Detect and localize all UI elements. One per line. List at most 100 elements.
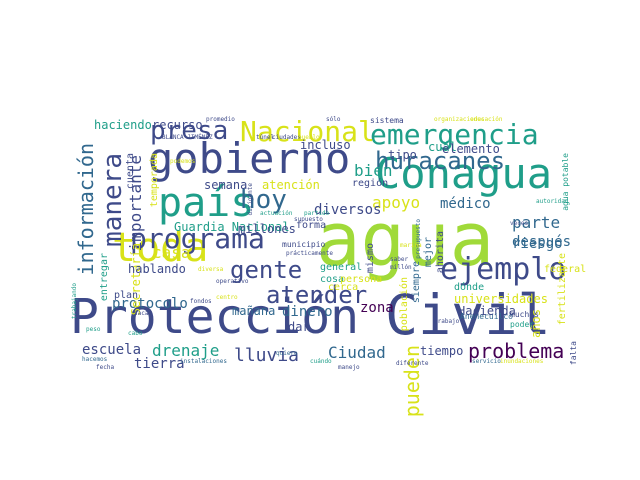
- word-70: cuenta: [125, 153, 136, 190]
- word-21: pueden: [400, 345, 424, 418]
- word-102: presupuesto: [415, 219, 422, 259]
- word-94: hacemos: [82, 356, 108, 363]
- word-32: bien: [354, 161, 393, 180]
- word-47: hablando: [128, 262, 186, 276]
- word-6: país: [158, 180, 255, 226]
- word-77: falta: [569, 341, 578, 366]
- word-11: huracanes: [375, 147, 506, 175]
- word-cloud: agua Protección Civil Conagua gobierno toda pa…: [70, 113, 587, 417]
- word-73: dar: [288, 320, 310, 334]
- word-105: marina: [400, 242, 422, 249]
- word-44: Hacienda: [458, 304, 516, 318]
- word-5: toda: [112, 225, 209, 271]
- word-34: tipo: [388, 148, 417, 162]
- word-12: presa: [150, 116, 229, 146]
- word-83: ciudades: [272, 134, 301, 141]
- word-68: haciendo: [94, 118, 152, 132]
- word-74: mismo: [365, 243, 376, 274]
- word-4: gobierno: [148, 134, 351, 183]
- word-87: actuación: [260, 210, 293, 217]
- word-76: poder: [510, 320, 535, 329]
- word-54: cosa: [320, 274, 345, 285]
- word-116: promedio: [206, 116, 235, 123]
- word-7: emergencia: [370, 118, 539, 151]
- word-33: incluso: [300, 138, 351, 152]
- word-104: millón: [390, 264, 412, 271]
- word-57: siempre: [411, 261, 422, 304]
- word-110: diversa: [198, 266, 224, 273]
- word-96: servicio: [472, 358, 501, 365]
- word-103: saber: [390, 256, 409, 263]
- word-107: sacar: [134, 310, 153, 317]
- word-79: organizaciones: [434, 116, 485, 123]
- word-92: peso: [86, 326, 101, 333]
- word-61: dónde: [454, 282, 485, 293]
- word-46: tiempo: [420, 344, 464, 358]
- word-95: instalaciones: [180, 358, 227, 365]
- word-55: persona: [340, 274, 383, 285]
- word-75: muchas: [510, 310, 539, 319]
- word-16: hoy: [240, 185, 287, 215]
- word-97: inundaciones: [500, 358, 544, 365]
- word-40: tierra: [134, 356, 185, 372]
- word-53: general: [320, 262, 363, 273]
- word-115: cuándo: [310, 358, 332, 365]
- word-111: prácticamente: [286, 250, 333, 257]
- word-30: Guardia Nacional: [174, 220, 290, 234]
- word-81: BLANCA JIMÉNEZ: [162, 134, 213, 141]
- word-56: cerca: [328, 282, 359, 293]
- word-41: mañana: [232, 304, 276, 318]
- word-22: Ciudad: [328, 343, 386, 362]
- word-2: Civil: [385, 283, 551, 347]
- word-67: entregar: [99, 253, 110, 302]
- word-90: trabajando: [71, 283, 78, 320]
- word-17: información: [74, 143, 98, 276]
- word-72: plan: [114, 290, 139, 301]
- word-113: veces: [510, 220, 529, 227]
- word-82: túnel: [256, 134, 275, 141]
- word-98: trabajo: [434, 318, 460, 325]
- word-117: sólo: [326, 116, 341, 123]
- word-20: drenaje: [152, 341, 220, 360]
- word-23: lluvia: [234, 345, 300, 366]
- word-85: dirigente: [247, 183, 254, 216]
- word-71: temporada: [149, 153, 160, 208]
- word-13: gente: [230, 256, 303, 284]
- word-27: protocolo: [112, 296, 188, 312]
- word-51: millones: [238, 222, 296, 236]
- word-99: fecha: [96, 364, 115, 371]
- word-0: agua: [316, 197, 495, 283]
- word-69: recurso: [152, 118, 203, 132]
- word-60: población: [399, 277, 410, 332]
- word-65: federal: [544, 264, 587, 275]
- word-15: manera: [98, 153, 128, 247]
- word-39: escuela: [82, 342, 142, 358]
- word-80: educación: [470, 116, 503, 123]
- word-49: atención: [262, 178, 320, 192]
- word-1: Protección: [70, 289, 359, 345]
- word-8: programa: [130, 222, 265, 255]
- word-100: manejo: [338, 364, 360, 371]
- word-89: partido: [304, 210, 330, 217]
- word-50: región: [352, 178, 389, 189]
- word-62: Anenecuilco: [460, 312, 513, 321]
- word-14: atender: [266, 281, 368, 309]
- word-9: ejemplo: [440, 252, 567, 287]
- word-26: después: [512, 234, 572, 250]
- word-28: casa: [152, 243, 191, 262]
- word-18: problema: [468, 339, 565, 363]
- word-37: médico: [440, 196, 491, 212]
- word-106: podemos: [170, 158, 196, 165]
- word-29: Secretaría: [129, 243, 143, 316]
- word-10: Nacional: [240, 115, 375, 148]
- word-91: fondos: [190, 298, 212, 305]
- word-93: cabo: [128, 330, 143, 337]
- word-108: operativo: [216, 278, 249, 285]
- word-114: quiero: [276, 350, 298, 357]
- word-112: autoridad: [536, 198, 569, 205]
- word-45: universidades: [454, 292, 548, 306]
- word-52: forma: [296, 220, 327, 231]
- word-3: Conagua: [375, 149, 553, 198]
- word-58: mejor: [423, 237, 434, 268]
- word-101: diferente: [396, 360, 429, 367]
